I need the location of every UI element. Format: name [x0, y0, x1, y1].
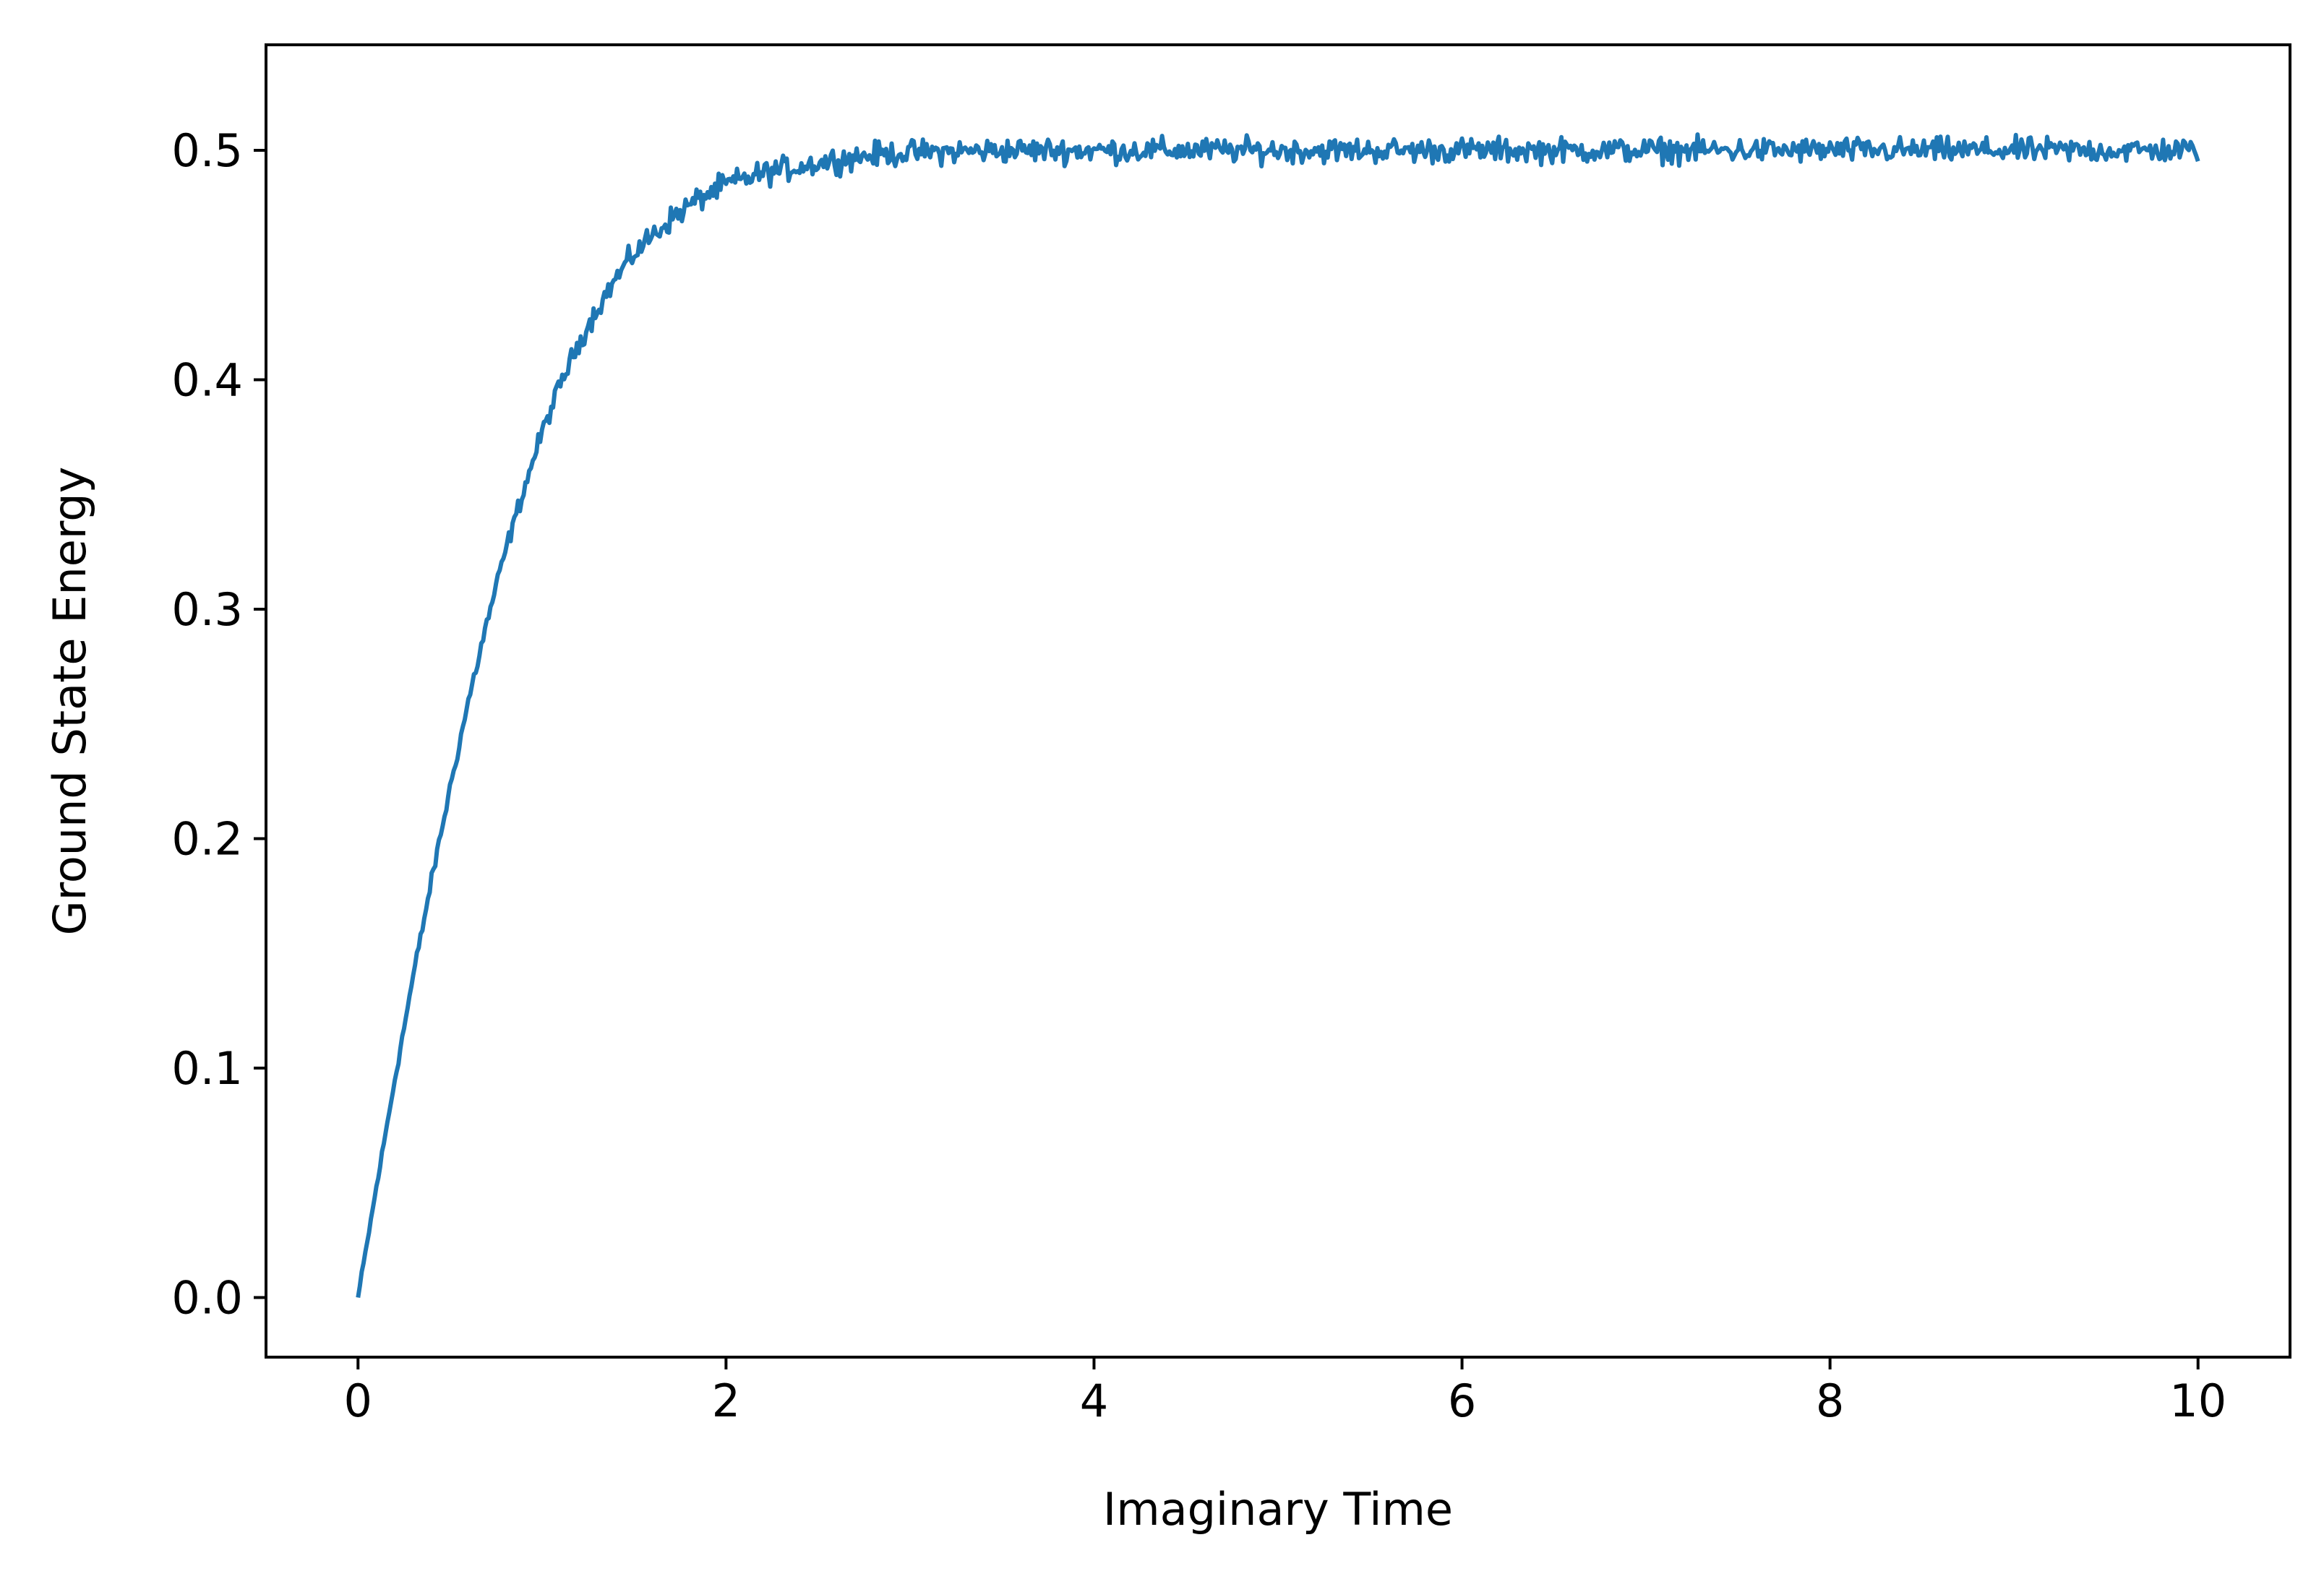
x-tick-label: 2	[712, 1374, 740, 1427]
y-axis-label: Ground State Energy	[43, 467, 96, 936]
x-tick-label: 0	[344, 1374, 372, 1427]
axes-frame	[265, 43, 2291, 1359]
y-tick-label: 0.4	[171, 354, 243, 407]
plot-area	[266, 45, 2290, 1357]
y-tick-label: 0.3	[171, 583, 243, 636]
y-tick-label: 0.5	[171, 124, 243, 177]
x-axis-label: Imaginary Time	[1103, 1483, 1453, 1536]
y-axis-ticks: 0.0 0.1 0.2 0.3 0.4 0.5	[171, 124, 266, 1324]
y-tick-label: 0.0	[171, 1271, 243, 1324]
x-tick-label: 10	[2169, 1374, 2226, 1427]
x-tick-label: 8	[1816, 1374, 1844, 1427]
series-line	[356, 132, 2200, 1298]
series-layer	[356, 132, 2200, 1298]
x-axis-ticks: 0 2 4 6 8 10	[344, 1357, 2226, 1427]
x-tick-label: 4	[1080, 1374, 1108, 1427]
y-tick-label: 0.2	[171, 812, 243, 865]
y-tick-label: 0.1	[171, 1042, 243, 1095]
x-tick-label: 6	[1448, 1374, 1476, 1427]
